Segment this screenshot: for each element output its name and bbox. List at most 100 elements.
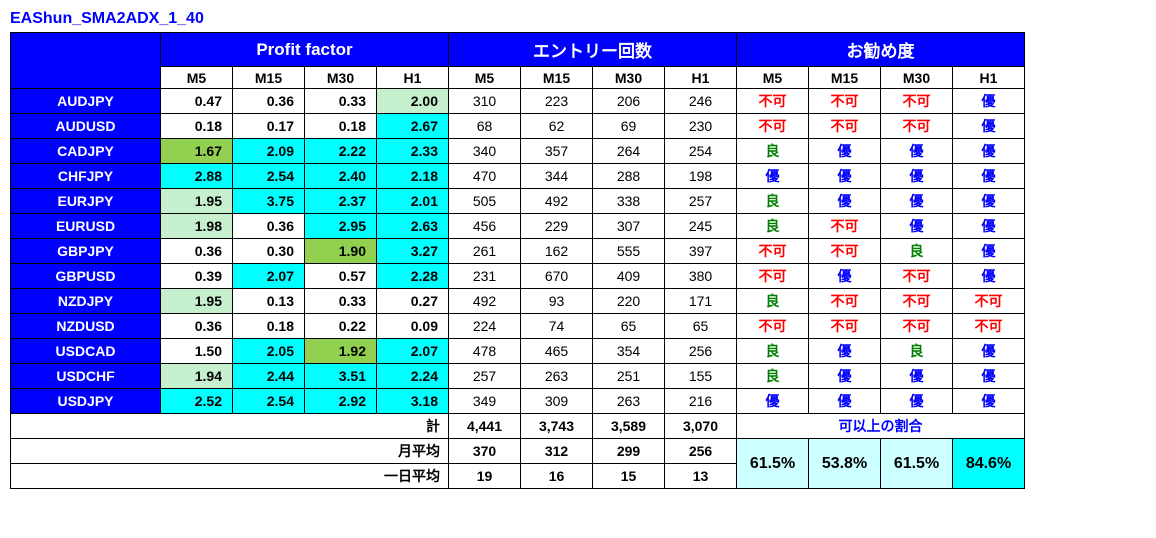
recommendation-cell: 優 [953, 264, 1025, 289]
table-row: CHFJPY2.882.542.402.18470344288198優優優優 [11, 164, 1025, 189]
summary-label: 一日平均 [11, 464, 449, 489]
summary-value: 19 [449, 464, 521, 489]
entry-count-cell: 62 [521, 114, 593, 139]
entry-count-cell: 409 [593, 264, 665, 289]
recommendation-cell: 不可 [737, 114, 809, 139]
recommendation-cell: 不可 [737, 239, 809, 264]
entry-count-cell: 155 [665, 364, 737, 389]
recommendation-cell: 良 [737, 289, 809, 314]
entry-count-cell: 65 [593, 314, 665, 339]
entry-count-cell: 256 [665, 339, 737, 364]
sub-header: H1 [953, 67, 1025, 89]
profit-factor-cell: 0.47 [161, 89, 233, 114]
recommendation-cell: 優 [953, 364, 1025, 389]
entry-count-cell: 68 [449, 114, 521, 139]
entry-count-cell: 380 [665, 264, 737, 289]
profit-factor-cell: 0.36 [161, 314, 233, 339]
pair-label: AUDUSD [11, 114, 161, 139]
recommendation-cell: 優 [953, 239, 1025, 264]
profit-factor-cell: 0.57 [305, 264, 377, 289]
recommendation-cell: 不可 [809, 239, 881, 264]
pair-label: AUDJPY [11, 89, 161, 114]
profit-factor-cell: 3.27 [377, 239, 449, 264]
pair-label: EURUSD [11, 214, 161, 239]
recommendation-cell: 優 [809, 364, 881, 389]
recommendation-cell: 不可 [881, 89, 953, 114]
profit-factor-cell: 0.18 [161, 114, 233, 139]
group-header: エントリー回数 [449, 33, 737, 67]
recommendation-cell: 優 [881, 164, 953, 189]
entry-count-cell: 257 [665, 189, 737, 214]
recommendation-cell: 優 [881, 189, 953, 214]
recommendation-cell: 優 [809, 339, 881, 364]
sub-header: M30 [305, 67, 377, 89]
entry-count-cell: 309 [521, 389, 593, 414]
recommendation-cell: 不可 [809, 314, 881, 339]
entry-count-cell: 251 [593, 364, 665, 389]
pair-label: NZDUSD [11, 314, 161, 339]
recommendation-cell: 優 [809, 164, 881, 189]
profit-factor-cell: 2.95 [305, 214, 377, 239]
profit-factor-cell: 0.27 [377, 289, 449, 314]
entry-count-cell: 261 [449, 239, 521, 264]
entry-count-cell: 224 [449, 314, 521, 339]
profit-factor-cell: 2.18 [377, 164, 449, 189]
recommendation-cell: 不可 [881, 314, 953, 339]
entry-count-cell: 223 [521, 89, 593, 114]
sub-header: M5 [449, 67, 521, 89]
summary-label: 月平均 [11, 439, 449, 464]
sub-header: H1 [665, 67, 737, 89]
ratio-cell: 61.5% [881, 439, 953, 489]
group-header: お勧め度 [737, 33, 1025, 67]
entry-count-cell: 555 [593, 239, 665, 264]
recommendation-cell: 優 [809, 189, 881, 214]
sub-header: M15 [521, 67, 593, 89]
entry-count-cell: 93 [521, 289, 593, 314]
entry-count-cell: 354 [593, 339, 665, 364]
recommendation-cell: 優 [953, 389, 1025, 414]
entry-count-cell: 492 [521, 189, 593, 214]
pair-label: CADJPY [11, 139, 161, 164]
corner-cell [11, 33, 161, 89]
summary-value: 3,070 [665, 414, 737, 439]
recommendation-cell: 不可 [881, 264, 953, 289]
entry-count-cell: 245 [665, 214, 737, 239]
pair-label: GBPJPY [11, 239, 161, 264]
entry-count-cell: 465 [521, 339, 593, 364]
profit-factor-cell: 2.07 [377, 339, 449, 364]
entry-count-cell: 229 [521, 214, 593, 239]
recommendation-cell: 優 [737, 164, 809, 189]
pair-label: EURJPY [11, 189, 161, 214]
profit-factor-cell: 3.51 [305, 364, 377, 389]
recommendation-cell: 優 [881, 389, 953, 414]
profit-factor-cell: 0.36 [233, 214, 305, 239]
table-row: USDCHF1.942.443.512.24257263251155良優優優 [11, 364, 1025, 389]
profit-factor-cell: 1.92 [305, 339, 377, 364]
profit-factor-cell: 2.33 [377, 139, 449, 164]
recommendation-cell: 優 [953, 189, 1025, 214]
summary-value: 4,441 [449, 414, 521, 439]
pair-label: USDCAD [11, 339, 161, 364]
profit-factor-cell: 2.05 [233, 339, 305, 364]
profit-factor-cell: 0.18 [305, 114, 377, 139]
entry-count-cell: 670 [521, 264, 593, 289]
recommendation-cell: 優 [881, 364, 953, 389]
profit-factor-cell: 2.37 [305, 189, 377, 214]
sub-header: M5 [161, 67, 233, 89]
entry-count-cell: 263 [593, 389, 665, 414]
entry-count-cell: 492 [449, 289, 521, 314]
entry-count-cell: 74 [521, 314, 593, 339]
recommendation-cell: 不可 [953, 314, 1025, 339]
profit-factor-cell: 2.52 [161, 389, 233, 414]
recommendation-cell: 優 [737, 389, 809, 414]
entry-count-cell: 264 [593, 139, 665, 164]
table-row: USDCAD1.502.051.922.07478465354256良優良優 [11, 339, 1025, 364]
entry-count-cell: 288 [593, 164, 665, 189]
profit-factor-cell: 2.63 [377, 214, 449, 239]
entry-count-cell: 470 [449, 164, 521, 189]
recommendation-cell: 優 [953, 114, 1025, 139]
profit-factor-cell: 0.39 [161, 264, 233, 289]
recommendation-cell: 不可 [953, 289, 1025, 314]
page-title: EAShun_SMA2ADX_1_40 [10, 10, 1146, 28]
profit-factor-cell: 2.54 [233, 164, 305, 189]
